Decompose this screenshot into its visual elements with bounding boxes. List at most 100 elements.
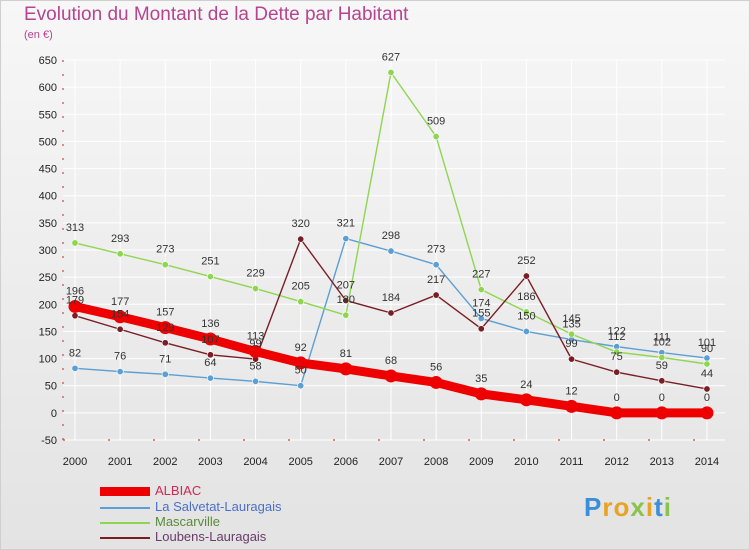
data-label: 186: [517, 291, 535, 303]
x-tick-label: 2009: [469, 456, 493, 468]
y-tick-label: 100: [39, 354, 57, 366]
data-label: 111: [653, 332, 670, 344]
data-label: 157: [156, 307, 174, 319]
data-label: 76: [114, 351, 126, 363]
data-label: 627: [382, 51, 400, 63]
data-point: [339, 362, 353, 376]
legend-swatch: [100, 507, 150, 509]
data-label: 81: [340, 348, 352, 360]
y-tick-label: 50: [45, 381, 57, 393]
x-tick-label: 2006: [334, 456, 358, 468]
data-label: 0: [704, 392, 710, 404]
data-label: 227: [472, 269, 490, 281]
data-point: [342, 235, 350, 243]
data-point: [519, 393, 533, 407]
data-label: 196: [66, 285, 84, 297]
legend-label: Loubens-Lauragais: [155, 529, 267, 544]
data-label: 129: [156, 322, 174, 334]
data-point: [297, 382, 305, 390]
data-label: 251: [201, 256, 219, 268]
data-point: [703, 360, 711, 368]
data-label: 177: [111, 296, 129, 308]
data-point: [387, 309, 395, 317]
logo-letter: o: [613, 492, 631, 522]
y-tick-label: 300: [39, 245, 57, 257]
data-label: 184: [382, 292, 400, 304]
data-point: [522, 327, 530, 335]
data-point: [206, 273, 214, 281]
data-label: 113: [247, 331, 265, 343]
data-point: [613, 348, 621, 356]
data-label: 107: [201, 334, 219, 346]
data-point: [252, 377, 260, 385]
data-label: 68: [385, 355, 397, 367]
y-tick-label: 400: [39, 191, 57, 203]
y-tick-label: 450: [39, 164, 57, 176]
x-tick-label: 2011: [560, 456, 584, 468]
data-label: 102: [653, 336, 671, 348]
x-tick-label: 2005: [288, 456, 312, 468]
data-label: 135: [562, 319, 580, 331]
logo-letter: t: [654, 492, 664, 522]
data-point: [568, 355, 576, 363]
data-point: [432, 133, 440, 141]
data-point: [342, 296, 350, 304]
data-label: 207: [337, 279, 355, 291]
y-tick-label: 600: [39, 82, 57, 94]
data-label: 509: [427, 116, 445, 128]
data-label: 90: [701, 343, 713, 355]
data-point: [71, 364, 79, 372]
data-point: [658, 377, 666, 385]
legend-label: Mascarville: [155, 514, 221, 529]
data-point: [477, 314, 485, 322]
y-tick-label: -50: [41, 435, 57, 447]
data-point: [297, 235, 305, 243]
data-point: [206, 374, 214, 382]
data-label: 252: [517, 255, 535, 267]
data-point: [610, 406, 624, 420]
y-tick-label: 650: [39, 55, 57, 67]
data-label: 273: [156, 244, 174, 256]
data-label: 112: [608, 331, 626, 343]
data-point: [522, 308, 530, 316]
data-label: 321: [337, 218, 355, 230]
proxiti-logo: Proxiti: [584, 492, 672, 523]
x-tick-label: 2007: [379, 456, 403, 468]
legend-label: ALBIAC: [155, 483, 202, 498]
data-label: 50: [295, 365, 307, 377]
data-point: [703, 385, 711, 393]
data-point: [477, 325, 485, 333]
chart-unit: (en €): [24, 29, 53, 41]
data-label: 75: [611, 351, 623, 363]
data-label: 154: [111, 308, 129, 320]
legend-label: La Salvetat-Lauragais: [155, 499, 282, 514]
y-tick-label: 350: [39, 218, 57, 230]
data-point: [432, 261, 440, 269]
data-label: 179: [66, 295, 84, 307]
y-tick-label: 250: [39, 272, 57, 284]
chart-title: Evolution du Montant de la Dette par Hab…: [24, 4, 409, 25]
x-tick-label: 2008: [424, 456, 448, 468]
data-point: [116, 368, 124, 376]
data-label: 313: [66, 222, 84, 234]
data-point: [387, 247, 395, 255]
data-point: [655, 406, 669, 420]
data-label: 35: [475, 373, 487, 385]
data-point: [565, 399, 579, 413]
data-point: [474, 387, 488, 401]
x-tick-label: 2010: [514, 456, 538, 468]
data-label: 273: [427, 244, 445, 256]
data-point: [387, 68, 395, 76]
data-point: [249, 345, 263, 359]
data-labels: 196 177 157 136 113 92 81 68 56 35 24 12 0 0 0 82 76 71 64…: [66, 51, 716, 403]
data-point: [384, 369, 398, 383]
data-point: [203, 332, 217, 346]
data-label: 122: [608, 326, 626, 338]
series-lines: [68, 68, 714, 420]
data-label: 82: [69, 347, 81, 359]
data-label: 44: [701, 368, 713, 380]
data-label: 92: [295, 342, 307, 354]
data-label: 229: [246, 268, 264, 280]
